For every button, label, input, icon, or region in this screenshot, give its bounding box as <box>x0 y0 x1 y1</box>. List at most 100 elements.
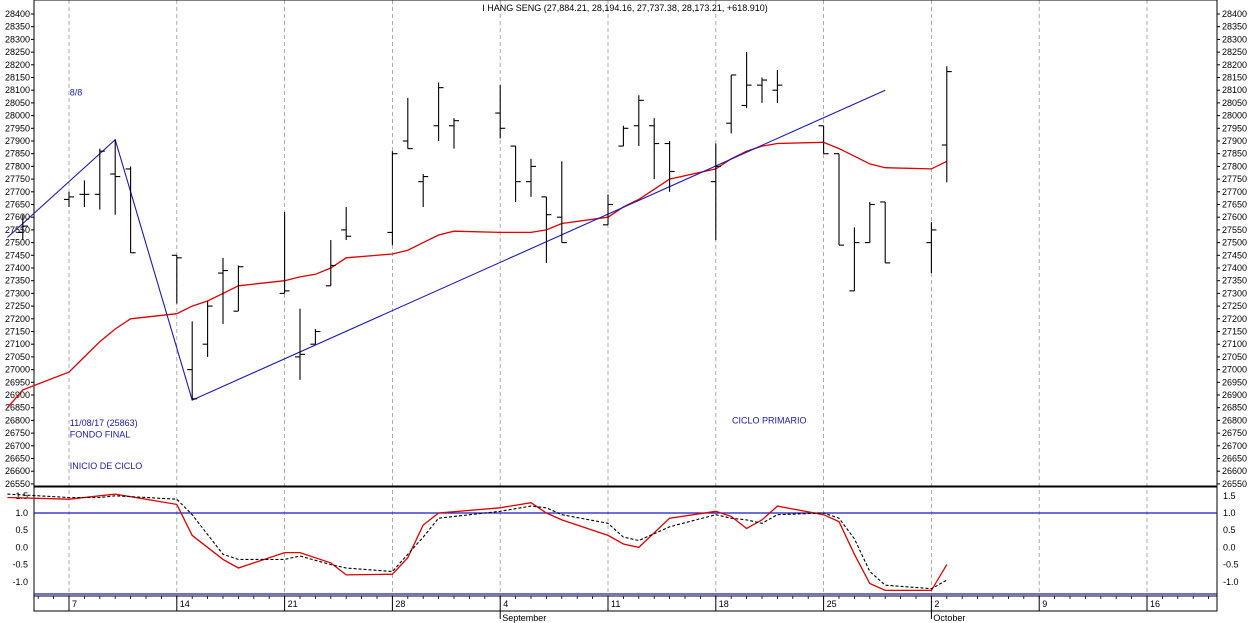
indicator-line-red <box>7 493 948 592</box>
left-tick-label-7: 26900 <box>5 390 30 400</box>
right-tick-label-12: 27150 <box>1222 327 1247 337</box>
right-tick-label-13: 27200 <box>1222 314 1247 324</box>
ohlc-bar-14 <box>325 240 336 287</box>
date-label-8: 2 <box>934 599 939 609</box>
right-tick-label-33: 28200 <box>1222 60 1247 70</box>
left-tick-label-10: 27050 <box>5 352 30 362</box>
right-tick-label-17: 27400 <box>1222 263 1247 273</box>
ohlc-bar-4 <box>110 139 121 215</box>
left-tick-label-33: 28200 <box>5 60 30 70</box>
ohlc-bar-34 <box>757 77 767 103</box>
ohlc-bar-7 <box>187 321 198 401</box>
ohlc-bar-41 <box>926 222 937 274</box>
ohlc-bar-13 <box>310 328 321 345</box>
left-tick-label-6: 26850 <box>5 403 30 413</box>
ohlc-bar-25 <box>556 161 567 244</box>
ohlc-bar-2 <box>79 180 90 208</box>
left-tick-label-22: 27650 <box>5 200 30 210</box>
date-label-9: 9 <box>1042 599 1047 609</box>
ind-left-tick-label-2: 0.0 <box>15 542 28 552</box>
right-tick-label-1: 26600 <box>1222 466 1247 476</box>
right-tick-label-25: 27800 <box>1222 161 1247 171</box>
right-tick-label-22: 27650 <box>1222 200 1247 210</box>
ohlc-bar-22 <box>510 145 521 202</box>
left-tick-label-3: 26700 <box>5 441 30 451</box>
left-tick-label-17: 27400 <box>5 263 30 273</box>
ohlc-bar-29 <box>649 118 660 180</box>
ind-left-tick-label-3: 0.5 <box>15 525 28 535</box>
left-tick-label-15: 27300 <box>5 288 30 298</box>
ind-right-tick-label-2: 0.0 <box>1223 542 1236 552</box>
right-tick-label-15: 27300 <box>1222 288 1247 298</box>
left-tick-label-25: 27800 <box>5 161 30 171</box>
date-label-0: 7 <box>72 599 77 609</box>
ind-left-tick-label-0: -1.0 <box>12 577 28 587</box>
left-tick-label-12: 27150 <box>5 327 30 337</box>
ohlc-bar-21 <box>495 85 506 139</box>
chart-title: I HANG SENG (27,884.21, 28,194.16, 27,73… <box>482 3 767 13</box>
left-tick-label-20: 27550 <box>5 225 30 235</box>
date-label-6: 18 <box>719 599 729 609</box>
ohlc-bar-19 <box>433 82 444 141</box>
right-tick-label-5: 26800 <box>1222 415 1247 425</box>
indicator-axis: -1.0 -1.0 -0.5 -0.5 0.0 0.0 0.5 0.5 1.0 1.0 1.5 1.5 <box>12 491 1238 587</box>
left-tick-label-4: 26750 <box>5 428 30 438</box>
annotations: 8/8 11/08/17 (25863)FONDO FINAL INICIO DE … <box>70 88 807 471</box>
date-label-5: 11 <box>611 599 620 609</box>
date-axis: 7 14 21 28 4 11 18 25 2 9 16 September October <box>37 596 1209 623</box>
right-tick-label-7: 26900 <box>1222 390 1247 400</box>
left-tick-label-32: 28150 <box>5 73 30 83</box>
ohlc-bar-38 <box>849 227 860 292</box>
left-tick-label-16: 27350 <box>5 276 30 286</box>
right-tick-label-23: 27700 <box>1222 187 1247 197</box>
left-tick-label-13: 27200 <box>5 314 30 324</box>
price-axis-right: 26550 26600 26650 26700 26750 26800 26850 26900… <box>1217 9 1247 489</box>
ohlc-bar-40 <box>880 201 891 264</box>
left-tick-label-30: 28050 <box>5 98 30 108</box>
ohlc-bar-35 <box>772 69 783 103</box>
moving-average <box>6 141 948 409</box>
left-tick-label-27: 27900 <box>5 136 30 146</box>
ohlc-bar-10 <box>233 265 244 312</box>
ind-right-tick-label-3: 0.5 <box>1223 525 1236 535</box>
left-tick-label-21: 27600 <box>5 212 30 222</box>
left-tick-label-2: 26650 <box>5 454 30 464</box>
right-tick-label-2: 26650 <box>1222 454 1247 464</box>
annotation-4: CICLO PRIMARIO <box>732 415 807 425</box>
ind-right-tick-label-4: 1.0 <box>1223 508 1236 518</box>
ohlc-bar-30 <box>664 141 675 192</box>
indicator-lines <box>7 493 948 592</box>
ohlc-bar-24 <box>541 196 552 263</box>
ind-left-tick-label-5: 1.5 <box>15 491 28 501</box>
right-tick-label-4: 26750 <box>1222 428 1247 438</box>
left-tick-label-29: 28000 <box>5 111 30 121</box>
right-tick-label-20: 27550 <box>1222 225 1247 235</box>
right-tick-label-32: 28150 <box>1222 73 1247 83</box>
ohlc-bar-32 <box>726 74 737 134</box>
left-tick-label-28: 27950 <box>5 123 30 133</box>
right-tick-label-35: 28300 <box>1222 34 1247 44</box>
trendline <box>7 89 886 401</box>
right-tick-label-21: 27600 <box>1222 212 1247 222</box>
right-tick-label-8: 26950 <box>1222 377 1247 387</box>
ohlc-bar-1 <box>64 191 74 208</box>
ohlc-bar-8 <box>202 301 213 357</box>
ohlc-bar-9 <box>218 257 228 324</box>
left-tick-label-24: 27750 <box>5 174 30 184</box>
ohlc-bar-16 <box>387 151 398 246</box>
right-tick-label-36: 28350 <box>1222 22 1247 32</box>
right-tick-label-10: 27050 <box>1222 352 1247 362</box>
right-tick-label-16: 27350 <box>1222 276 1247 286</box>
price-axis-left: 26550 26600 26650 26700 26750 26800 26850 26900… <box>5 9 34 489</box>
right-tick-label-28: 27950 <box>1222 123 1247 133</box>
right-tick-label-9: 27000 <box>1222 365 1247 375</box>
right-tick-label-0: 26550 <box>1222 479 1247 489</box>
ohlc-bar-6 <box>171 254 182 304</box>
date-label-4: 4 <box>503 599 508 609</box>
right-tick-label-31: 28100 <box>1222 85 1247 95</box>
right-tick-label-30: 28050 <box>1222 98 1247 108</box>
right-tick-label-6: 26850 <box>1222 403 1247 413</box>
left-tick-label-14: 27250 <box>5 301 30 311</box>
month-label-0: September <box>502 613 546 623</box>
